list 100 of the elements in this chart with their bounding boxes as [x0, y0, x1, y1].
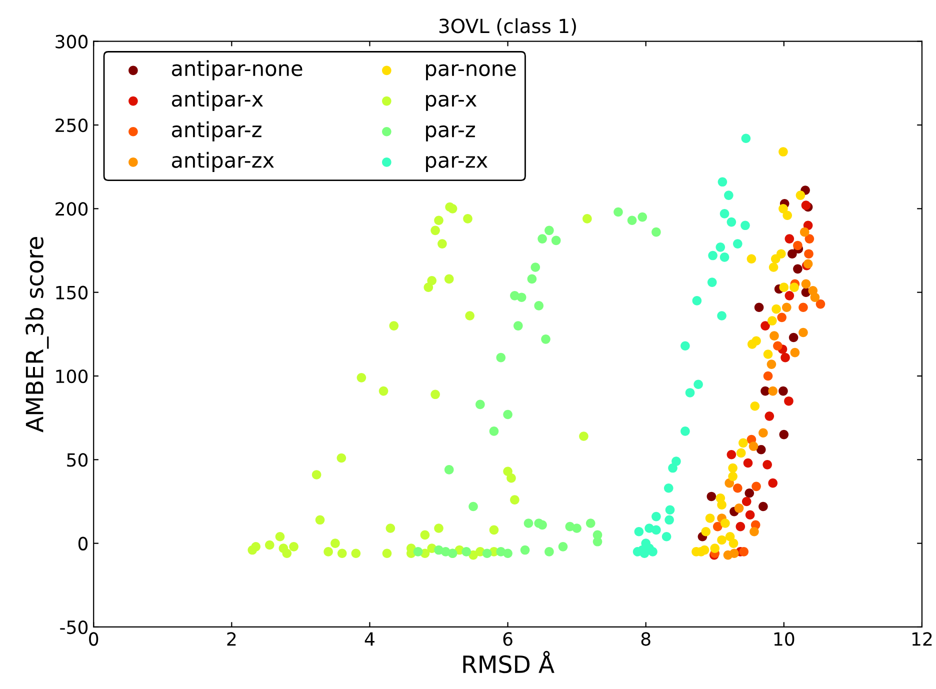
- point: [718, 177, 728, 187]
- point: [720, 252, 730, 262]
- point: [544, 547, 554, 556]
- point: [739, 547, 749, 556]
- legend-label: par-z: [426, 125, 475, 142]
- point: [665, 505, 675, 515]
- point: [506, 473, 516, 483]
- point: [389, 321, 399, 330]
- point: [736, 448, 746, 458]
- point: [778, 204, 788, 214]
- point: [565, 522, 575, 532]
- legend-label: par-x: [426, 94, 477, 111]
- point: [784, 234, 794, 244]
- point: [736, 522, 746, 532]
- point: [541, 334, 550, 344]
- point: [720, 209, 730, 218]
- y-tick-label: 150: [56, 286, 88, 300]
- point: [776, 249, 786, 259]
- point: [382, 548, 392, 558]
- point: [664, 515, 674, 525]
- point: [804, 234, 814, 244]
- point: [638, 212, 648, 222]
- point: [777, 312, 786, 322]
- point: [804, 249, 814, 259]
- x-tick-label: 12: [912, 632, 932, 646]
- point: [463, 214, 472, 224]
- point: [758, 428, 768, 438]
- point: [503, 410, 512, 420]
- legend-label: par-none: [426, 64, 516, 80]
- point: [627, 216, 637, 226]
- point: [712, 522, 722, 532]
- point: [717, 535, 726, 545]
- point: [732, 239, 742, 248]
- point: [680, 426, 690, 436]
- x-tick-label: 10: [774, 632, 794, 646]
- chart-title: 3OVL (class 1): [439, 18, 576, 36]
- point: [772, 304, 781, 314]
- point: [430, 226, 440, 236]
- point: [680, 341, 690, 351]
- point: [745, 510, 755, 520]
- point: [592, 530, 602, 540]
- point: [738, 438, 748, 448]
- point: [779, 282, 789, 292]
- point: [720, 518, 730, 528]
- point: [762, 460, 772, 470]
- point: [782, 210, 792, 220]
- point: [264, 540, 274, 550]
- point: [434, 216, 444, 226]
- point: [448, 204, 458, 214]
- x-axis-title: RMSD Å: [463, 650, 554, 674]
- point: [586, 518, 596, 528]
- point: [763, 371, 773, 381]
- point: [756, 444, 766, 454]
- point: [685, 388, 695, 398]
- legend-label: antipar-none: [172, 60, 302, 80]
- point: [778, 386, 788, 396]
- point: [728, 538, 738, 548]
- point: [790, 282, 799, 292]
- point: [465, 311, 474, 320]
- point: [524, 518, 534, 528]
- point: [717, 311, 726, 320]
- point: [708, 250, 718, 260]
- point: [544, 226, 554, 236]
- legend-label: antipar-zx: [172, 152, 274, 172]
- point: [664, 483, 674, 493]
- point: [315, 515, 325, 525]
- point: [741, 134, 751, 144]
- point: [413, 547, 423, 556]
- point: [798, 302, 808, 312]
- y-tick-label: 50: [67, 453, 88, 467]
- point: [462, 547, 472, 556]
- point: [793, 264, 802, 274]
- point: [768, 478, 778, 488]
- point: [726, 450, 736, 460]
- point: [386, 524, 396, 533]
- point: [652, 512, 661, 522]
- point: [705, 514, 715, 523]
- point: [728, 472, 738, 482]
- point: [728, 463, 738, 473]
- point: [726, 217, 736, 227]
- point: [746, 254, 756, 264]
- point: [282, 548, 292, 558]
- point: [489, 525, 499, 535]
- x-tick-label: 4: [364, 632, 374, 646]
- point: [513, 321, 523, 330]
- point: [782, 302, 792, 312]
- point: [710, 544, 720, 554]
- point: [434, 524, 444, 533]
- point: [744, 488, 754, 498]
- point: [634, 526, 644, 536]
- point: [790, 348, 800, 358]
- point: [692, 296, 702, 306]
- point: [530, 262, 540, 272]
- point: [324, 547, 333, 556]
- point: [743, 458, 753, 468]
- point: [763, 350, 773, 359]
- x-tick-label: 8: [641, 632, 650, 646]
- point: [810, 292, 820, 302]
- point: [444, 465, 454, 474]
- point: [579, 432, 588, 441]
